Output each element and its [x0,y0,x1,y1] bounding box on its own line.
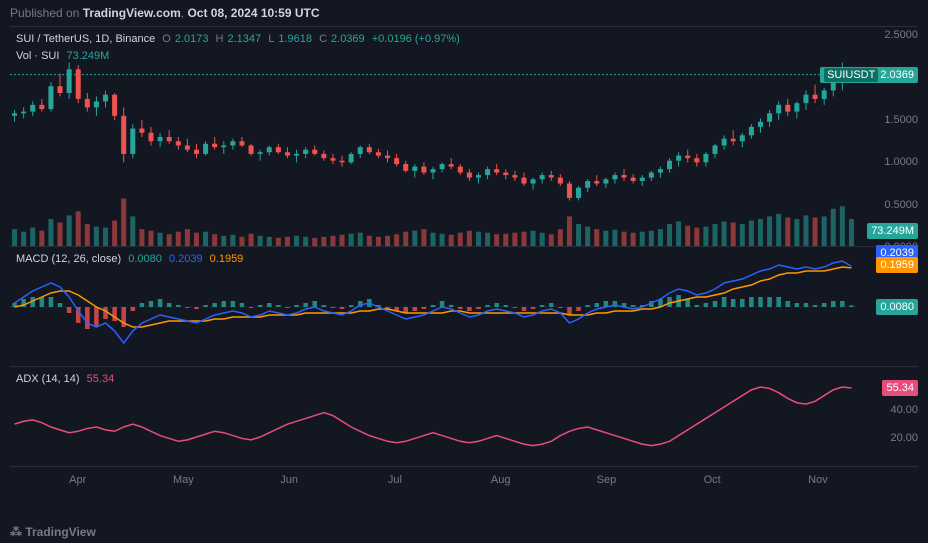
vol-label: Vol · SUI [16,50,59,62]
macd-y-axis: 0.20390.19590.0080 [856,247,918,366]
price-badge: SUIUSDT2.0369 [820,67,918,83]
adx-y-axis: 40.00 20.00 55.34 [856,367,918,466]
logo-icon: ⁂ [10,525,25,539]
price-legend: SUI / TetherUS, 1D, Binance O2.0173 H2.1… [16,31,464,64]
publish-header: Published on TradingView.com, Oct 08, 20… [0,0,928,26]
adx-badge: 55.34 [882,380,918,396]
y-tick: 1.5000 [884,114,918,126]
adx-plot[interactable] [10,367,856,466]
macd-legend: MACD (12, 26, close) 0.0080 0.2039 0.195… [16,251,247,268]
ohlc-h: 2.1347 [228,33,262,45]
ohlc-l: 1.9618 [278,33,312,45]
vol-value: 73.249M [66,50,109,62]
macd-line-val: 0.2039 [169,253,203,265]
y-tick: 2.5000 [884,29,918,41]
symbol-label: SUI / TetherUS, 1D, Binance [16,33,155,45]
time-label: Aug [491,474,511,486]
time-label: Apr [69,474,86,486]
adx-value: 55.34 [87,373,115,385]
volume-badge: 73.249M [867,223,918,239]
macd-pane[interactable]: MACD (12, 26, close) 0.0080 0.2039 0.195… [10,246,918,366]
price-y-axis: 2.50002.00001.50001.00000.50000.0000SUIU… [856,27,918,246]
y-tick: 40.00 [890,404,918,416]
tradingview-logo: ⁂ TradingView [10,525,96,539]
macd-signal-val: 0.1959 [210,253,244,265]
time-label: Jul [388,474,402,486]
adx-pane[interactable]: ADX (14, 14) 55.34 40.00 20.00 55.34 [10,366,918,466]
ohlc-chg: +0.0196 (+0.97%) [372,33,460,45]
adx-legend: ADX (14, 14) 55.34 [16,371,118,388]
publish-prefix: Published on [10,6,83,20]
ohlc-o: 2.0173 [175,33,209,45]
y-tick: 20.00 [890,432,918,444]
publish-date: Oct 08, 2024 10:59 UTC [187,6,319,20]
y-tick: 0.5000 [884,199,918,211]
time-label: Sep [597,474,617,486]
macd-badge: 0.0080 [876,299,918,315]
macd-badge: 0.1959 [876,257,918,273]
macd-hist-val: 0.0080 [128,253,162,265]
chart-area: SUI / TetherUS, 1D, Binance O2.0173 H2.1… [10,26,918,517]
y-tick: 1.0000 [884,156,918,168]
time-label: Nov [808,474,828,486]
time-label: May [173,474,194,486]
ohlc-c: 2.0369 [331,33,365,45]
price-pane[interactable]: SUI / TetherUS, 1D, Binance O2.0173 H2.1… [10,26,918,246]
time-axis: Apr May Jun Jul Aug Sep Oct Nov [10,466,918,490]
publish-site: TradingView.com [83,6,181,20]
time-label: Jun [280,474,298,486]
time-label: Oct [704,474,721,486]
